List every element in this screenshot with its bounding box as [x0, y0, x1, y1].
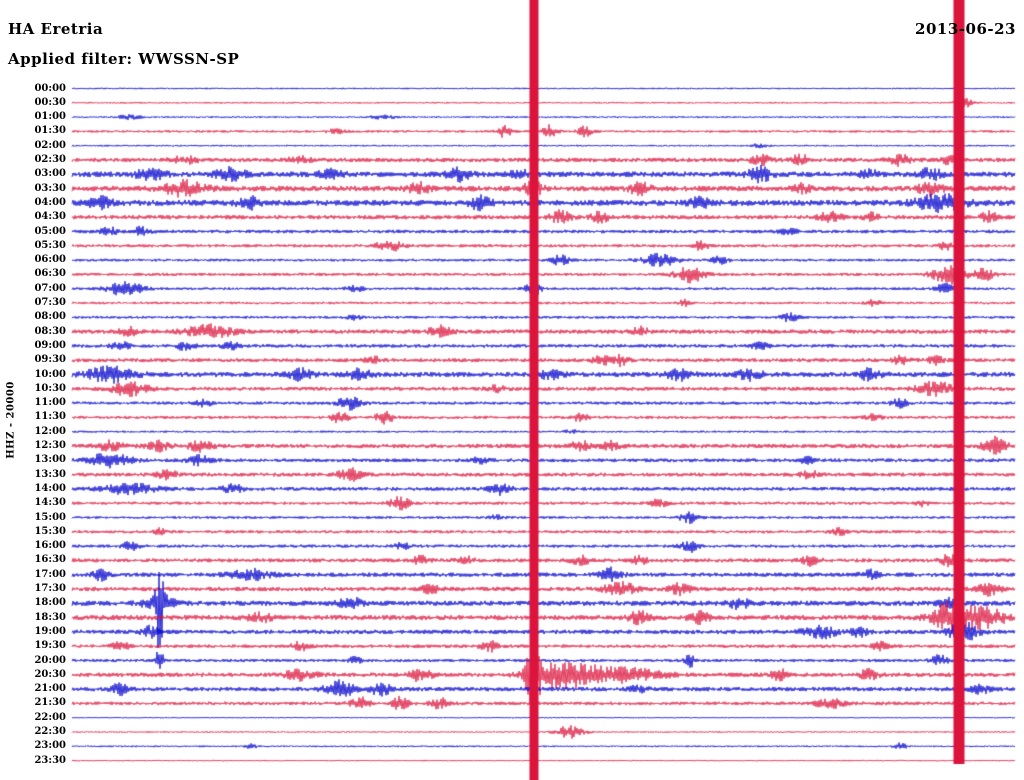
seismogram-canvas	[0, 0, 1024, 780]
